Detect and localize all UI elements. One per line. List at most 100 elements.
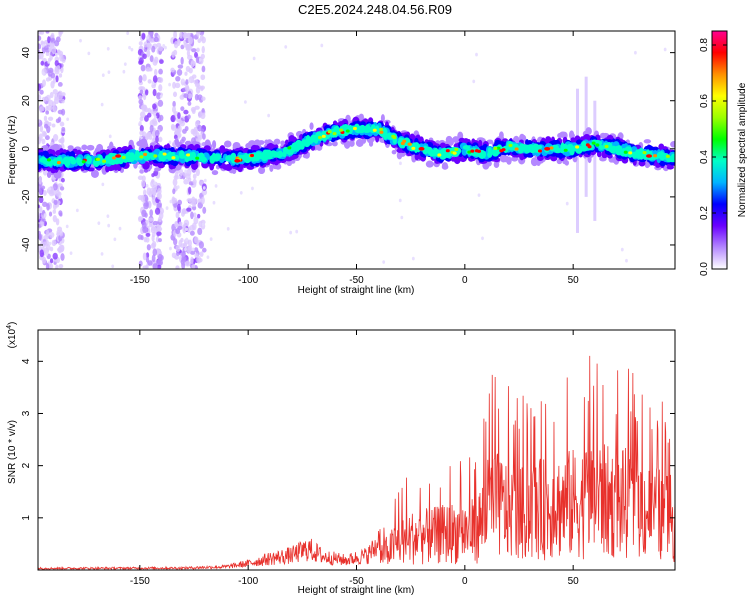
- spectrogram-speckle: [170, 114, 176, 123]
- spectrogram-speckle: [66, 117, 70, 122]
- spectrogram-speckle: [179, 31, 183, 39]
- spectrogram-speckle: [45, 94, 51, 102]
- spectrogram-cell: [560, 133, 566, 138]
- spectrogram-speckle: [180, 56, 184, 65]
- spectrogram-speckle: [146, 35, 149, 40]
- spectrogram-speckle: [58, 73, 63, 78]
- spectrogram-speckle: [146, 112, 152, 118]
- spectrogram-speckle: [193, 79, 199, 85]
- spectrogram-speckle: [152, 220, 158, 226]
- spectrogram-cell: [487, 147, 492, 154]
- spectrogram-speckle: [38, 133, 43, 141]
- spectrogram-speckle: [183, 93, 189, 99]
- spectrogram-speckle: [143, 236, 148, 243]
- spectrogram-speckle: [185, 43, 191, 51]
- spectrogram-speckle: [79, 38, 82, 43]
- y-tick-label: 3: [21, 410, 32, 416]
- spectrogram-speckle: [139, 86, 146, 91]
- spectrogram-speckle: [48, 67, 54, 74]
- spectrogram-peak: [454, 147, 459, 152]
- spectrogram-speckle: [191, 201, 197, 207]
- spectrogram-speckle: [212, 200, 216, 205]
- spectrogram-speckle: [194, 236, 199, 244]
- spectrogram-speckle: [189, 250, 196, 255]
- spectrogram-speckle: [195, 56, 200, 64]
- spectrogram-speckle: [193, 216, 199, 225]
- spectrogram-speckle: [38, 35, 42, 42]
- spectrogram-speckle: [145, 132, 150, 140]
- y-tick-label: 4: [21, 358, 32, 364]
- spectrogram-cell: [441, 162, 448, 170]
- spectrogram-speckle: [152, 88, 157, 97]
- spectrogram-speckle: [177, 203, 181, 212]
- spectrogram-speckle: [190, 211, 194, 220]
- spectrogram-speckle: [176, 68, 183, 76]
- x-tick-label: -150: [130, 275, 150, 286]
- spectrogram-speckle: [152, 103, 157, 110]
- spectrogram-cell: [493, 161, 500, 169]
- spectrogram-speckle: [185, 79, 189, 86]
- spectrogram-speckle: [51, 239, 57, 247]
- spectrogram-speckle: [190, 256, 194, 265]
- spectrogram-speckle: [180, 44, 185, 50]
- spectrogram-speckle: [173, 31, 178, 39]
- spectrogram-cell: [85, 155, 92, 165]
- spectrogram-cell: [215, 153, 222, 160]
- spectrogram-peak: [162, 152, 167, 156]
- spectrogram-speckle: [141, 33, 146, 40]
- spectrogram-cell: [50, 159, 58, 165]
- spectrogram-speckle: [191, 74, 197, 79]
- spectrogram-cell: [391, 149, 397, 155]
- spectrogram-cell: [219, 145, 226, 154]
- snr-y-axis: 1 2 3 4: [21, 358, 675, 521]
- spectrogram-speckle: [57, 90, 63, 96]
- spectrogram-speckle: [188, 244, 193, 252]
- spectrogram-speckle: [168, 82, 172, 87]
- spectrogram-speckle: [190, 60, 195, 68]
- spectrogram-cell: [545, 136, 552, 143]
- spectrogram-speckle: [202, 133, 206, 140]
- spectrogram-speckle: [143, 47, 148, 53]
- spectrogram-cell: [53, 171, 62, 179]
- spectrogram-speckle: [182, 128, 187, 134]
- spectrogram-speckle: [151, 173, 155, 178]
- spectrogram-speckle: [146, 49, 151, 58]
- spectrogram-speckle: [44, 123, 49, 129]
- spectrogram-speckle: [200, 112, 206, 120]
- spectrogram-cell: [532, 146, 538, 152]
- spectrogram-speckle: [192, 128, 198, 137]
- y-tick-label: 1: [21, 515, 32, 521]
- spectrogram-speckle: [138, 75, 143, 83]
- spectrogram-speckle: [181, 262, 186, 269]
- spectrogram-speckle: [146, 244, 151, 251]
- spectrogram-cell: [568, 130, 575, 140]
- spectrogram-speckle: [154, 129, 160, 138]
- spectrogram-speckle: [45, 77, 51, 82]
- spectrogram-cell: [380, 114, 385, 123]
- spectrogram-speckle: [172, 178, 178, 187]
- spectrogram-cell: [154, 167, 162, 172]
- spectrogram-peak: [143, 152, 148, 156]
- spectrogram-cell: [304, 140, 311, 146]
- spectrogram-peak: [445, 149, 450, 153]
- spectrogram-cell: [105, 164, 110, 173]
- spectrogram-speckle: [149, 209, 154, 217]
- spectrogram-peak: [372, 128, 377, 132]
- spectrogram-cell: [211, 170, 219, 176]
- colorbar-gradient: [711, 30, 728, 270]
- spectrogram-speckle: [138, 95, 143, 101]
- spectrogram-speckle: [295, 229, 299, 234]
- spectrogram-peak: [115, 154, 122, 158]
- spectrogram-cell: [525, 139, 530, 147]
- spectrogram-speckle: [206, 255, 210, 259]
- spectrogram-speckle: [38, 184, 42, 193]
- spectrogram-speckle: [175, 251, 180, 256]
- spectrogram-speckle: [57, 116, 62, 123]
- spectrogram-speckle: [45, 110, 50, 115]
- spectrogram-speckle: [157, 253, 163, 261]
- spectrogram-speckle: [184, 169, 188, 174]
- spectrogram-speckle: [188, 67, 193, 74]
- spectrogram-peak: [452, 151, 457, 155]
- spectrogram-peak: [81, 160, 86, 164]
- spectrogram-speckle: [38, 176, 42, 185]
